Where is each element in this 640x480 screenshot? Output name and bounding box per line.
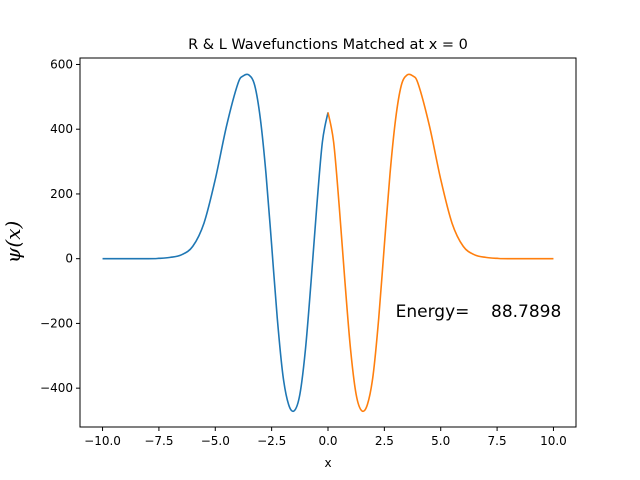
- energy-annotation: Energy= 88.7898: [396, 302, 562, 322]
- y-tick-label: −400: [40, 381, 73, 395]
- x-tick-label: −2.5: [257, 434, 286, 448]
- x-tick-label: 10.0: [540, 434, 567, 448]
- x-tick-label: −5.0: [201, 434, 230, 448]
- x-tick-label: 2.5: [375, 434, 394, 448]
- y-tick-label: 200: [50, 187, 73, 201]
- x-axis-label: x: [324, 456, 331, 470]
- plot-area: [102, 73, 554, 413]
- y-axis: −400 −200 0 200 400 600: [40, 57, 80, 395]
- y-tick-label: 400: [50, 122, 73, 136]
- x-tick-label: −10.0: [84, 434, 121, 448]
- y-tick-label: 0: [65, 252, 73, 266]
- x-tick-label: 7.5: [488, 434, 507, 448]
- x-tick-label: −7.5: [144, 434, 173, 448]
- x-axis: −10.0 −7.5 −5.0 −2.5 0.0 2.5 5.0 7.5 10.0: [84, 427, 567, 448]
- y-tick-label: −200: [40, 316, 73, 330]
- y-axis-label: ψ(x): [1, 221, 25, 264]
- chart-title: R & L Wavefunctions Matched at x = 0: [188, 37, 468, 53]
- series-line-1: [102, 73, 329, 413]
- x-tick-label: 0.0: [318, 434, 337, 448]
- x-tick-label: 5.0: [431, 434, 450, 448]
- y-tick-label: 600: [50, 57, 73, 71]
- series-line-2: [327, 73, 554, 413]
